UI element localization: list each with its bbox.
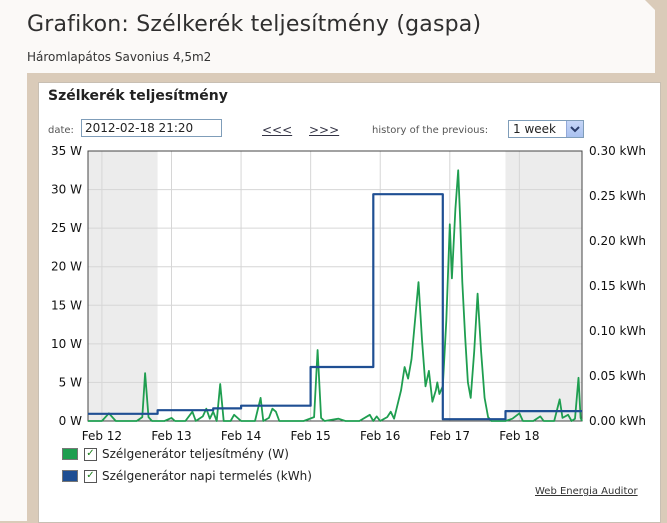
web-energia-auditor-link[interactable]: Web Energia Auditor bbox=[535, 486, 638, 497]
legend-label-power: Szélgenerátor teljesítmény (W) bbox=[102, 447, 289, 461]
x-tick-label: Feb 14 bbox=[221, 429, 261, 443]
y-left-tick-label: 5 W bbox=[59, 375, 82, 389]
page-subtitle: Háromlapátos Savonius 4,5m2 bbox=[27, 50, 212, 64]
corner-notch bbox=[645, 0, 655, 10]
y-right-tick-label: 0.15 kWh bbox=[589, 279, 646, 293]
legend-swatch-energy bbox=[62, 470, 78, 482]
y-left-tick-label: 35 W bbox=[51, 144, 82, 158]
y-right-tick-label: 0.10 kWh bbox=[589, 324, 646, 338]
y-right-tick-label: 0.25 kWh bbox=[589, 189, 646, 203]
shaded-region bbox=[88, 151, 158, 421]
legend-swatch-power bbox=[62, 448, 78, 460]
y-left-tick-label: 15 W bbox=[51, 298, 82, 312]
plot-area bbox=[88, 151, 582, 421]
x-tick-label: Feb 18 bbox=[499, 429, 539, 443]
history-select-value: 1 week bbox=[513, 122, 556, 136]
date-input[interactable] bbox=[81, 119, 222, 137]
date-label: date: bbox=[48, 125, 74, 136]
series-line-energy bbox=[88, 193, 582, 421]
y-right-tick-label: 0.20 kWh bbox=[589, 234, 646, 248]
y-right-tick-label: 0.00 kWh bbox=[589, 414, 646, 428]
x-tick-label: Feb 16 bbox=[360, 429, 400, 443]
y-left-tick-label: 30 W bbox=[51, 183, 82, 197]
y-left-tick-label: 0 W bbox=[59, 414, 82, 428]
y-right-tick-label: 0.05 kWh bbox=[589, 369, 646, 383]
history-select[interactable]: 1 week bbox=[508, 120, 584, 138]
series-line-power bbox=[88, 169, 583, 422]
legend-item-power[interactable]: ✓ Szélgenerátor teljesítmény (W) bbox=[62, 447, 289, 461]
next-period-link[interactable]: >>> bbox=[309, 123, 340, 137]
checkbox-checked-icon[interactable]: ✓ bbox=[84, 447, 97, 461]
plot-frame bbox=[87, 150, 583, 422]
x-tick-label: Feb 15 bbox=[290, 429, 330, 443]
legend-label-energy: Szélgenerátor napi termelés (kWh) bbox=[102, 469, 312, 483]
history-label: history of the previous: bbox=[372, 125, 489, 136]
y-left-tick-label: 25 W bbox=[51, 221, 82, 235]
y-right-tick-label: 0.30 kWh bbox=[589, 144, 646, 158]
prev-period-link[interactable]: <<< bbox=[262, 123, 293, 137]
x-tick-label: Feb 17 bbox=[430, 429, 470, 443]
legend-item-energy[interactable]: ✓ Szélgenerátor napi termelés (kWh) bbox=[62, 469, 312, 483]
x-tick-label: Feb 12 bbox=[82, 429, 122, 443]
x-tick-label: Feb 13 bbox=[151, 429, 191, 443]
shaded-region bbox=[505, 151, 582, 421]
chevron-down-icon[interactable] bbox=[566, 121, 583, 137]
y-left-tick-label: 20 W bbox=[51, 260, 82, 274]
page-title: Grafikon: Szélkerék teljesítmény (gaspa) bbox=[27, 12, 482, 37]
checkbox-checked-icon[interactable]: ✓ bbox=[84, 469, 97, 483]
panel-title: Szélkerék teljesítmény bbox=[48, 88, 228, 104]
y-left-tick-label: 10 W bbox=[51, 337, 82, 351]
